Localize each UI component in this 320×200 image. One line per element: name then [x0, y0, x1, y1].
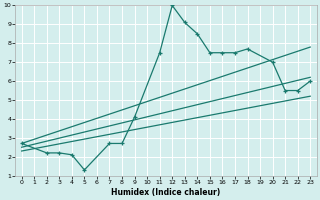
X-axis label: Humidex (Indice chaleur): Humidex (Indice chaleur) — [111, 188, 220, 197]
